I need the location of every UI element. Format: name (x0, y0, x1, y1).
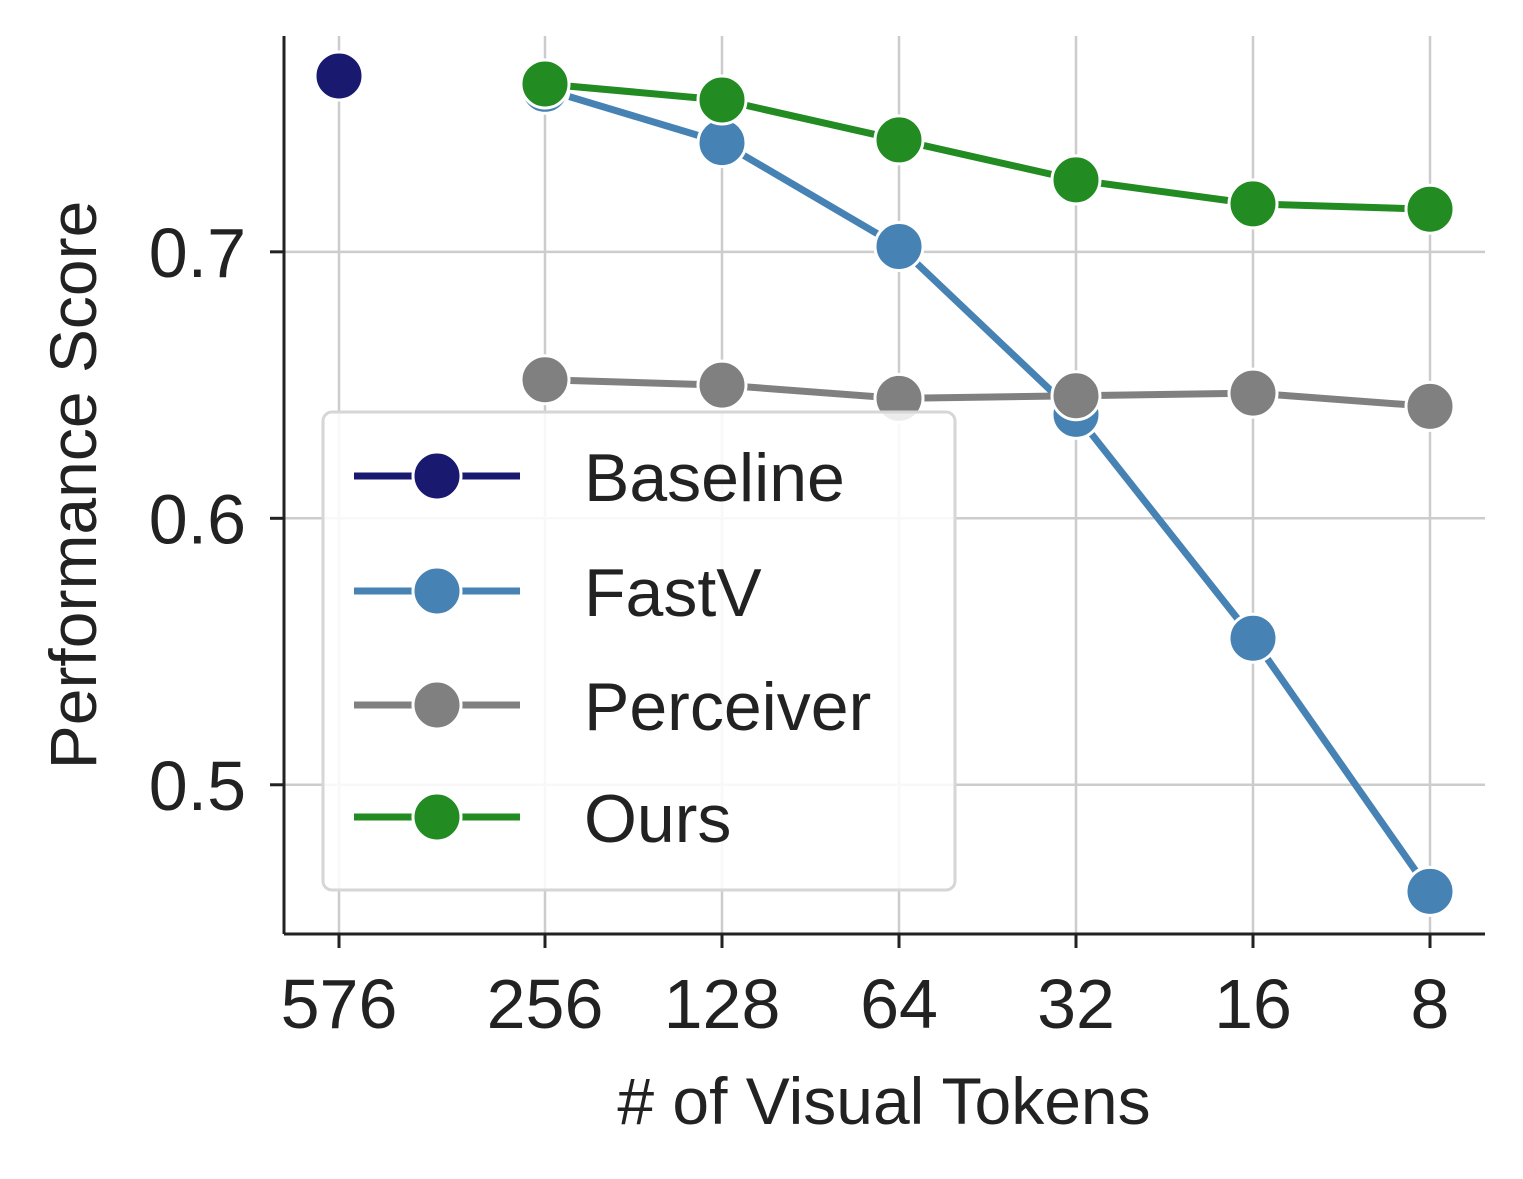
data-point-perceiver (696, 359, 748, 411)
legend-box (321, 410, 957, 892)
legend-label: Baseline (584, 440, 845, 516)
x-tick-label: 32 (1037, 965, 1115, 1043)
legend-item-perceiver: Perceiver (354, 669, 871, 745)
x-tick-label: 16 (1214, 965, 1292, 1043)
x-tick-label: 8 (1411, 965, 1450, 1043)
x-tick-label: 64 (860, 965, 938, 1043)
legend-marker (411, 791, 463, 843)
data-point-ours (1227, 178, 1279, 230)
y-tick-label: 0.6 (149, 480, 246, 558)
data-point-perceiver (519, 354, 571, 406)
series-ours (519, 58, 1456, 235)
series-perceiver (519, 354, 1456, 432)
legend-label: FastV (584, 555, 762, 631)
x-axis-label: # of Visual Tokens (617, 1064, 1150, 1138)
data-point-ours (519, 58, 571, 110)
x-tick-label: 576 (281, 965, 398, 1043)
data-point-perceiver (1227, 367, 1279, 419)
data-point-baseline (313, 50, 365, 102)
data-point-perceiver (1404, 380, 1456, 432)
data-point-fastv (1404, 865, 1456, 917)
legend: Baseline FastV Perceiver Ours (321, 410, 957, 892)
data-point-ours (1404, 183, 1456, 235)
data-point-fastv (1227, 612, 1279, 664)
legend-marker (411, 565, 463, 617)
legend-marker (411, 450, 463, 502)
data-point-ours (1050, 154, 1102, 206)
data-point-perceiver (1050, 370, 1102, 422)
y-tick-label: 0.5 (149, 747, 246, 825)
series-line-ours (541, 80, 1434, 213)
legend-marker (411, 679, 463, 731)
legend-item-baseline: Baseline (354, 440, 845, 516)
series-line-fastv (541, 85, 1434, 895)
y-axis-label: Performance Score (36, 201, 110, 770)
y-tick-label: 0.7 (149, 214, 246, 292)
x-tick-label: 256 (487, 965, 604, 1043)
data-point-fastv (696, 117, 748, 169)
legend-item-fastv: FastV (354, 555, 762, 631)
data-point-fastv (873, 221, 925, 273)
series-line-perceiver (541, 376, 1434, 410)
legend-label: Perceiver (584, 669, 871, 745)
series-fastv (519, 63, 1456, 917)
legend-item-ours: Ours (354, 781, 731, 857)
series-layer (313, 50, 1456, 917)
x-tick-label: 128 (664, 965, 781, 1043)
tick-labels: 576 256 128 64 32 16 8 0.5 0.6 0.7 (149, 214, 1450, 1043)
legend-label: Ours (584, 781, 731, 857)
data-point-ours (696, 74, 748, 126)
series-baseline (313, 50, 365, 102)
data-point-ours (873, 114, 925, 166)
